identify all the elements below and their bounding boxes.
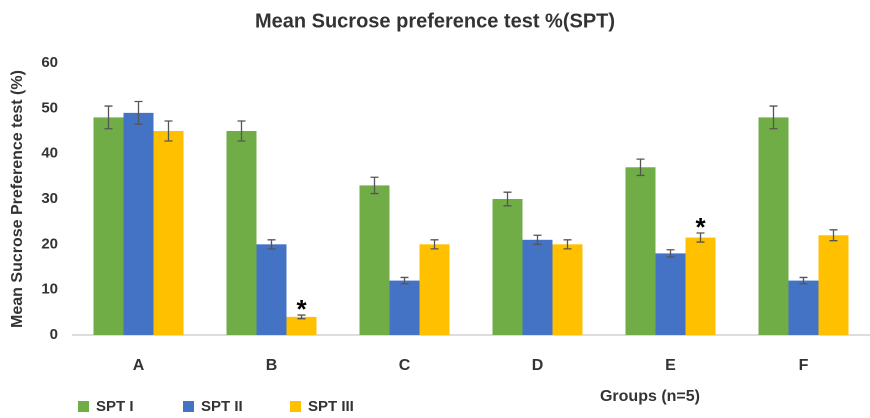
x-tick-label: F: [799, 357, 809, 374]
chart-title: Mean Sucrose preference test %(SPT): [255, 10, 615, 32]
y-tick-label: 0: [50, 326, 58, 343]
bar: [256, 244, 287, 335]
y-tick-label: 60: [41, 54, 58, 71]
error-bar: [430, 239, 439, 250]
bar: [552, 244, 583, 335]
y-tick-label: 20: [41, 235, 58, 252]
bar: [153, 131, 184, 335]
annotation: *: [695, 212, 706, 242]
error-bar: [563, 239, 572, 250]
bar: [818, 235, 849, 335]
error-bar: [829, 229, 838, 242]
bar: [286, 316, 317, 335]
bar: [93, 117, 124, 336]
y-tick-label: 50: [41, 99, 58, 116]
y-tick-label: 10: [41, 281, 58, 298]
bar: [522, 239, 553, 335]
error-bar: [799, 276, 808, 285]
error-bar: [533, 234, 542, 245]
x-axis-label: Groups (n=5): [600, 388, 700, 405]
bar: [655, 253, 686, 335]
legend-swatch: [183, 401, 194, 412]
legend-label: SPT II: [201, 398, 243, 415]
error-bar: [237, 120, 246, 142]
bar: [788, 280, 819, 335]
x-tick-label: B: [266, 357, 278, 374]
bar: [419, 244, 450, 335]
error-bar: [267, 239, 276, 250]
error-bar: [666, 249, 675, 258]
error-bar: [370, 176, 379, 195]
y-tick-label: 30: [41, 190, 58, 207]
error-bar: [134, 100, 143, 125]
bar: [389, 280, 420, 335]
error-bar: [696, 232, 705, 243]
error-bar: [104, 105, 113, 130]
bar: [492, 199, 523, 335]
bar: [685, 237, 716, 335]
bar: [758, 117, 789, 336]
x-tick-label: C: [399, 357, 411, 374]
legend-swatch: [290, 401, 301, 412]
annotation: *: [296, 294, 307, 324]
legend-label: SPT III: [308, 398, 354, 415]
bar: [359, 185, 390, 335]
bar: [226, 131, 257, 335]
x-tick-label: D: [532, 357, 544, 374]
bar: [123, 112, 154, 335]
error-bar: [636, 158, 645, 177]
y-tick-label: 40: [41, 145, 58, 162]
x-tick-label: A: [133, 357, 145, 374]
legend-label: SPT I: [96, 398, 134, 415]
legend-swatch: [78, 401, 89, 412]
error-bar: [769, 105, 778, 130]
error-bar: [164, 120, 173, 142]
bar: [625, 167, 656, 335]
y-axis-label: Mean Sucrose Preference test (%): [9, 70, 26, 328]
error-bar: [400, 276, 409, 285]
error-bar: [297, 314, 306, 320]
error-bar: [503, 191, 512, 207]
x-tick-label: E: [665, 357, 676, 374]
